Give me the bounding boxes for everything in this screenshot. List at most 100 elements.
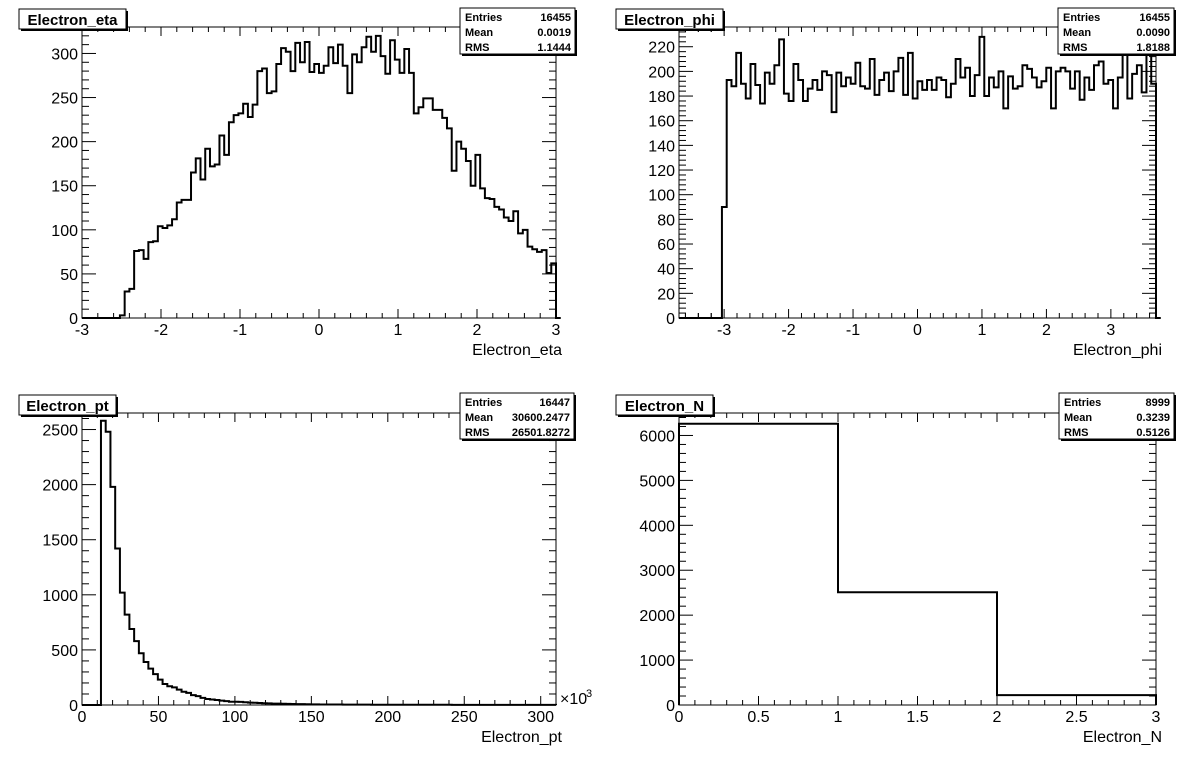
x-tick-label: 0.5	[747, 709, 769, 726]
y-tick-label: 200	[51, 135, 78, 152]
x-tick-label: 1	[394, 322, 403, 339]
y-tick-label: 0	[69, 311, 78, 328]
y-tick-label: 1500	[42, 533, 78, 550]
stats-value: 0.5126	[1136, 427, 1170, 439]
stats-value: 0.0090	[1136, 27, 1170, 39]
title-box	[615, 394, 714, 416]
stats-value: 26501.8272	[512, 427, 570, 439]
y-tick-label: 1000	[42, 588, 78, 605]
x-tick-label: -3	[717, 322, 731, 339]
y-tick-label: 250	[51, 91, 78, 108]
title-box	[18, 8, 127, 30]
histogram-line	[82, 34, 561, 319]
y-tick-label: 40	[657, 262, 675, 279]
x-tick-label: 3	[1152, 709, 1161, 726]
y-tick-label: 0	[666, 698, 675, 715]
stats-label: Entries	[1063, 12, 1100, 24]
x-tick-label: 250	[451, 709, 478, 726]
x-tick-label: 3	[1106, 322, 1115, 339]
x-tick-label: -2	[781, 322, 795, 339]
x-tick-label: 2	[473, 322, 482, 339]
y-tick-label: 200	[648, 64, 675, 81]
y-tick-label: 160	[648, 114, 675, 131]
x-tick-label: 150	[298, 709, 325, 726]
stats-label: Mean	[1064, 412, 1092, 424]
x-axis-title: Electron_pt	[481, 729, 562, 746]
x-tick-label: 1	[978, 322, 987, 339]
x-tick-label: 50	[150, 709, 168, 726]
stats-label: Mean	[465, 412, 493, 424]
x-tick-label: 0	[78, 709, 87, 726]
y-tick-label: 300	[51, 46, 78, 63]
y-tick-label: 140	[648, 138, 675, 155]
histogram-line	[679, 35, 1161, 319]
stats-label: Mean	[1063, 27, 1091, 39]
x-tick-label: 0	[913, 322, 922, 339]
y-tick-label: 1000	[639, 653, 675, 670]
y-tick-label: 4000	[639, 518, 675, 535]
x-tick-label: 300	[527, 709, 554, 726]
x-tick-label: 3	[552, 322, 561, 339]
stats-value: 1.8188	[1136, 42, 1170, 54]
y-tick-label: 2500	[42, 423, 78, 440]
y-tick-label: 5000	[639, 473, 675, 490]
stats-value: 0.3239	[1136, 412, 1170, 424]
y-tick-label: 180	[648, 89, 675, 106]
y-tick-label: 220	[648, 40, 675, 57]
x-axis-title: Electron_eta	[472, 342, 562, 359]
stats-box	[1058, 392, 1175, 440]
y-tick-label: 100	[648, 188, 675, 205]
axis-multiplier: ×10	[560, 691, 587, 708]
stats-value: 30600.2477	[512, 412, 570, 424]
y-tick-label: 50	[60, 267, 78, 284]
title-box	[18, 394, 117, 416]
y-tick-label: 60	[657, 237, 675, 254]
plot-frame	[81, 412, 557, 706]
x-tick-label: -2	[154, 322, 168, 339]
stats-value: 1.1444	[537, 42, 572, 54]
stats-label: RMS	[1064, 427, 1088, 439]
x-tick-label: 2	[1042, 322, 1051, 339]
stats-value: 8999	[1146, 397, 1170, 409]
stats-value: 0.0019	[537, 27, 571, 39]
stats-label: RMS	[465, 42, 489, 54]
stats-label: Entries	[465, 12, 502, 24]
chart-title: Electron_phi	[624, 12, 715, 29]
y-tick-label: 20	[657, 286, 675, 303]
y-tick-label: 120	[648, 163, 675, 180]
y-tick-label: 0	[666, 311, 675, 328]
y-tick-label: 2000	[42, 478, 78, 495]
histogram-panel-4: 0 0.5 1 1.5 2 2.5 3 0 1000 2000 3000 4000 5000 6000 El…	[615, 392, 1176, 746]
histogram-line	[678, 422, 1157, 705]
stats-label: Entries	[1064, 397, 1101, 409]
x-tick-label: 0	[675, 709, 684, 726]
stats-label: RMS	[1063, 42, 1087, 54]
title-box	[615, 8, 724, 30]
stats-label: Mean	[465, 27, 493, 39]
x-axis-title: Electron_phi	[1073, 342, 1162, 359]
y-tick-label: 80	[657, 212, 675, 229]
histogram-panel-2: -3 -2 -1 0 1 2 3 0 20 40 60 80 100 120 140 160 180 200 220…	[615, 7, 1176, 359]
stats-box	[1057, 7, 1175, 55]
histogram-line	[82, 419, 557, 706]
chart-title: Electron_eta	[27, 12, 118, 29]
chart-title: Electron_N	[625, 398, 704, 415]
stats-value: 16455	[540, 12, 571, 24]
x-tick-label: 200	[374, 709, 401, 726]
x-tick-label: -3	[75, 322, 89, 339]
y-tick-label: 150	[51, 179, 78, 196]
stats-box	[459, 7, 576, 55]
x-tick-label: 100	[222, 709, 249, 726]
x-tick-label: 1	[834, 709, 843, 726]
stats-box	[459, 392, 575, 440]
chart-title: Electron_pt	[26, 398, 109, 415]
x-tick-label: 1.5	[906, 709, 928, 726]
y-tick-label: 2000	[639, 608, 675, 625]
y-tick-label: 500	[51, 643, 78, 660]
x-tick-label: 0	[315, 322, 324, 339]
y-tick-label: 6000	[639, 428, 675, 445]
stats-value: 16455	[1139, 12, 1170, 24]
stats-label: Entries	[465, 397, 502, 409]
y-tick-label: 100	[51, 223, 78, 240]
